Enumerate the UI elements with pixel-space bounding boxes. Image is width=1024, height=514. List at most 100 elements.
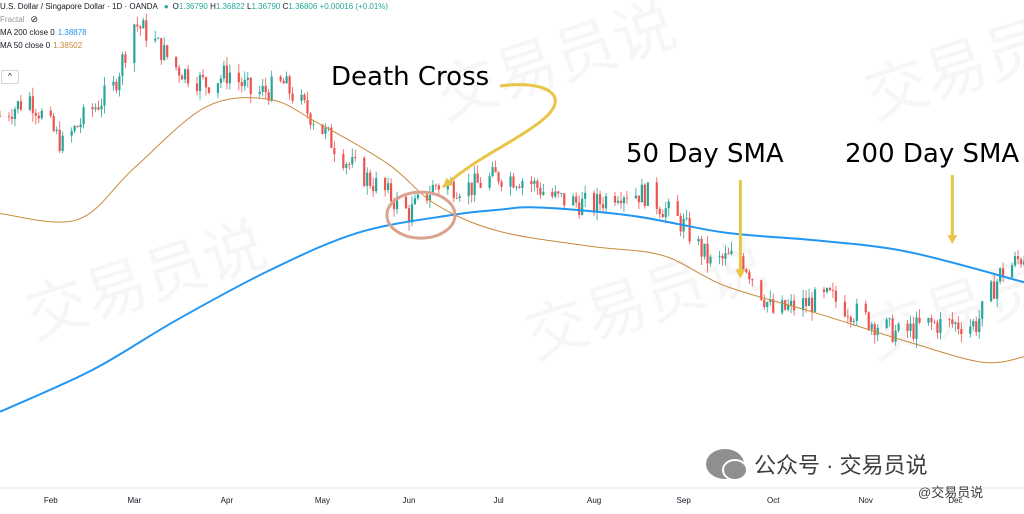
wechat-watermark: 公众号 · 交易员说 bbox=[706, 448, 928, 481]
candle-body bbox=[876, 327, 879, 336]
candle-body bbox=[73, 126, 76, 132]
candle-body bbox=[700, 238, 703, 257]
candle-body bbox=[372, 185, 375, 192]
candle-body bbox=[348, 164, 351, 165]
candle-body bbox=[664, 208, 667, 218]
candle-body bbox=[124, 54, 127, 63]
eye-hidden-icon[interactable]: ⊘ bbox=[30, 14, 38, 24]
candle-body bbox=[228, 72, 231, 84]
low-value: 1.36790 bbox=[251, 2, 281, 11]
candle-body bbox=[933, 322, 936, 323]
candle-body bbox=[730, 250, 733, 255]
open-value: 1.36790 bbox=[178, 2, 208, 11]
candle-body bbox=[703, 243, 706, 257]
candle-body bbox=[584, 192, 587, 199]
candle-body bbox=[225, 65, 228, 84]
open-key: O bbox=[172, 2, 179, 11]
legend-ma50-row[interactable]: MA 50 close 0 1.38502 bbox=[0, 39, 388, 52]
candle-body bbox=[70, 131, 73, 136]
candle-body bbox=[500, 181, 503, 187]
candle-body bbox=[894, 330, 897, 342]
candle-body bbox=[592, 192, 596, 213]
candle-body bbox=[37, 115, 40, 119]
candle-body bbox=[222, 65, 226, 79]
candle-body bbox=[91, 107, 94, 110]
candle-body bbox=[58, 129, 61, 151]
candle-body bbox=[375, 178, 378, 192]
candle-body bbox=[993, 281, 996, 299]
candle-body bbox=[801, 298, 805, 311]
symbol-title[interactable]: U.S. Dollar / Singapore Dollar · 1D · OA… bbox=[0, 2, 158, 11]
candle-body bbox=[897, 323, 900, 331]
candle-body bbox=[387, 183, 390, 191]
candle-body bbox=[392, 201, 396, 210]
candle-body bbox=[640, 184, 643, 203]
candle-body bbox=[288, 76, 291, 94]
sma200-arrowhead bbox=[947, 235, 958, 245]
candle-body bbox=[661, 214, 664, 218]
candle-body bbox=[831, 290, 835, 291]
candle-body bbox=[434, 185, 437, 186]
candle-body bbox=[990, 281, 993, 302]
candle-body bbox=[324, 127, 327, 134]
candle-body bbox=[395, 196, 399, 210]
death-cross-arrow bbox=[441, 83, 557, 189]
candle-body bbox=[94, 107, 97, 110]
x-tick-label: Jun bbox=[402, 496, 416, 505]
candle-body bbox=[19, 101, 22, 110]
candle-body bbox=[61, 135, 64, 151]
candle-body bbox=[536, 180, 539, 188]
candle-body bbox=[306, 99, 309, 114]
candle-body bbox=[846, 316, 849, 318]
candle-body bbox=[201, 74, 205, 78]
candle-body bbox=[769, 299, 772, 303]
candle-body bbox=[384, 178, 387, 191]
candle-body bbox=[554, 191, 557, 197]
candle-body bbox=[404, 196, 408, 209]
candle-body bbox=[655, 182, 658, 209]
candle-body bbox=[751, 279, 754, 281]
candle-body bbox=[915, 317, 918, 339]
candle-body bbox=[291, 93, 294, 101]
candle-body bbox=[634, 195, 637, 199]
candle-body bbox=[727, 253, 730, 255]
wechat-icon bbox=[706, 449, 748, 481]
candle-body bbox=[616, 200, 620, 203]
candle-body bbox=[410, 204, 414, 223]
candle-body bbox=[437, 185, 440, 190]
x-tick-label: Sep bbox=[676, 496, 691, 505]
candle-body bbox=[643, 184, 646, 206]
candle-body bbox=[888, 318, 891, 320]
legend-ma200-row[interactable]: MA 200 close 0 1.38878 bbox=[0, 26, 388, 39]
candle-body bbox=[581, 198, 584, 215]
candle-body bbox=[551, 191, 554, 197]
candle-body bbox=[978, 318, 981, 333]
candle-body bbox=[413, 198, 417, 205]
candle-body bbox=[0, 116, 2, 117]
candle-body bbox=[622, 197, 626, 204]
close-value: 1.36806 bbox=[288, 2, 318, 11]
collapse-legend-button[interactable]: ^ bbox=[1, 70, 19, 84]
candle-body bbox=[333, 147, 336, 155]
candle-body bbox=[470, 182, 473, 196]
candle-body bbox=[118, 76, 121, 91]
candle-body bbox=[604, 196, 608, 209]
candle-body bbox=[578, 202, 581, 215]
candle-body bbox=[312, 124, 315, 126]
death-cross-circle bbox=[385, 190, 457, 240]
candle-body bbox=[521, 181, 524, 188]
candle-body bbox=[139, 26, 142, 29]
legend-fractal-row[interactable]: Fractal ⊘ bbox=[0, 13, 388, 26]
candle-body bbox=[175, 56, 178, 68]
death-cross-annotation: Death Cross bbox=[331, 62, 490, 92]
candle-body bbox=[121, 54, 124, 77]
candle-body bbox=[1010, 265, 1014, 278]
candle-body bbox=[366, 172, 369, 186]
candle-body bbox=[975, 321, 978, 333]
candle-body bbox=[864, 303, 867, 313]
candle-body bbox=[160, 38, 163, 60]
candle-body bbox=[491, 167, 494, 177]
candle-body bbox=[258, 91, 261, 95]
candle-body bbox=[787, 305, 790, 310]
